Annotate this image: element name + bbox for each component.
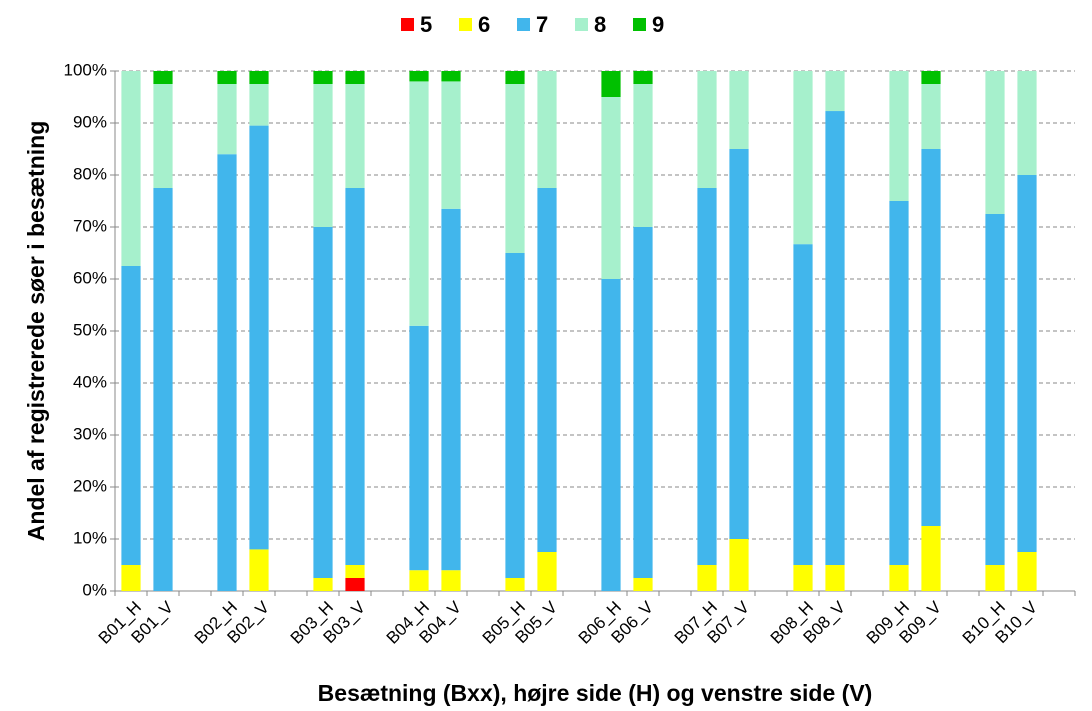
y-tick-label: 60% — [73, 268, 107, 287]
bar-segment — [441, 570, 461, 591]
bar-segment — [601, 97, 621, 279]
bar-segment — [345, 84, 365, 188]
bar-segment — [729, 539, 749, 591]
bar-segment — [409, 325, 429, 571]
legend-swatch — [459, 18, 472, 31]
y-tick-label: 50% — [73, 320, 107, 339]
bar-segment — [537, 188, 557, 552]
bar-segment — [313, 71, 333, 84]
bar-segment — [537, 552, 557, 591]
bar-segment — [889, 71, 909, 201]
bar-segment — [441, 208, 461, 571]
bar-segment — [793, 71, 813, 245]
bar-segment — [729, 149, 749, 539]
bar-segment — [249, 125, 269, 550]
bar-segment — [985, 71, 1005, 214]
bar-segment — [889, 201, 909, 565]
bar-segment — [825, 111, 845, 565]
bar-segment — [921, 71, 941, 84]
y-tick-label: 70% — [73, 216, 107, 235]
bar-segment — [633, 71, 653, 84]
legend-swatch — [575, 18, 588, 31]
bar-segment — [729, 71, 749, 149]
bar-segment — [825, 565, 845, 591]
bar-segment — [217, 84, 237, 155]
y-tick-label: 40% — [73, 372, 107, 391]
bar-segment — [313, 227, 333, 578]
x-axis-title: Besætning (Bxx), højre side (H) og venst… — [318, 680, 873, 706]
y-tick-label: 30% — [73, 424, 107, 443]
bar-segment — [345, 71, 365, 84]
bar-segment — [153, 71, 173, 84]
bar-segment — [985, 565, 1005, 591]
y-tick-label: 100% — [64, 60, 107, 79]
bar-segment — [921, 84, 941, 149]
bar-segment — [121, 565, 141, 591]
bar-segment — [153, 188, 173, 591]
bar-segment — [153, 84, 173, 188]
bar-segment — [313, 84, 333, 227]
bar-segment — [345, 565, 365, 578]
legend-label: 5 — [420, 12, 432, 37]
bar-segment — [793, 565, 813, 591]
bar-segment — [505, 71, 525, 84]
bar-segment — [921, 526, 941, 591]
bar-segment — [409, 570, 429, 591]
bar-segment — [601, 279, 621, 591]
bar-segment — [249, 71, 269, 84]
legend-label: 8 — [594, 12, 606, 37]
bar-segment — [1017, 175, 1037, 552]
bar-segment — [889, 565, 909, 591]
bar-segment — [601, 71, 621, 97]
bar-segment — [1017, 552, 1037, 591]
bar-segment — [345, 188, 365, 565]
bar-segment — [249, 84, 269, 126]
bar-segment — [409, 81, 429, 326]
bar-segment — [697, 71, 717, 188]
bar-segment — [313, 578, 333, 591]
bar-segment — [697, 188, 717, 565]
bar-segment — [697, 565, 717, 591]
bar-segment — [633, 84, 653, 227]
bar-segment — [825, 71, 845, 112]
legend-label: 9 — [652, 12, 664, 37]
bar-segment — [121, 266, 141, 565]
y-tick-label: 0% — [82, 580, 107, 599]
y-tick-label: 80% — [73, 164, 107, 183]
legend-swatch — [401, 18, 414, 31]
legend-swatch — [633, 18, 646, 31]
bar-segment — [985, 214, 1005, 565]
bar-segment — [505, 84, 525, 253]
bar-segment — [441, 71, 461, 82]
bar-segment — [409, 71, 429, 82]
y-tick-label: 90% — [73, 112, 107, 131]
bar-segment — [345, 578, 365, 591]
bar-segment — [505, 253, 525, 578]
bar-segment — [505, 578, 525, 591]
legend-swatch — [517, 18, 530, 31]
bar-segment — [921, 149, 941, 526]
y-tick-label: 10% — [73, 528, 107, 547]
y-axis-title: Andel af registrerede søer i besætning — [23, 121, 49, 542]
bar-segment — [633, 227, 653, 578]
bar-segment — [217, 71, 237, 84]
bar-segment — [1017, 71, 1037, 175]
y-tick-label: 20% — [73, 476, 107, 495]
legend-label: 6 — [478, 12, 490, 37]
bar-segment — [537, 71, 557, 188]
bar-segment — [441, 81, 461, 209]
bar-segment — [633, 578, 653, 591]
legend-label: 7 — [536, 12, 548, 37]
bar-segment — [217, 154, 237, 591]
bar-segment — [121, 71, 141, 266]
bar-segment — [793, 244, 813, 565]
bar-segment — [249, 549, 269, 591]
